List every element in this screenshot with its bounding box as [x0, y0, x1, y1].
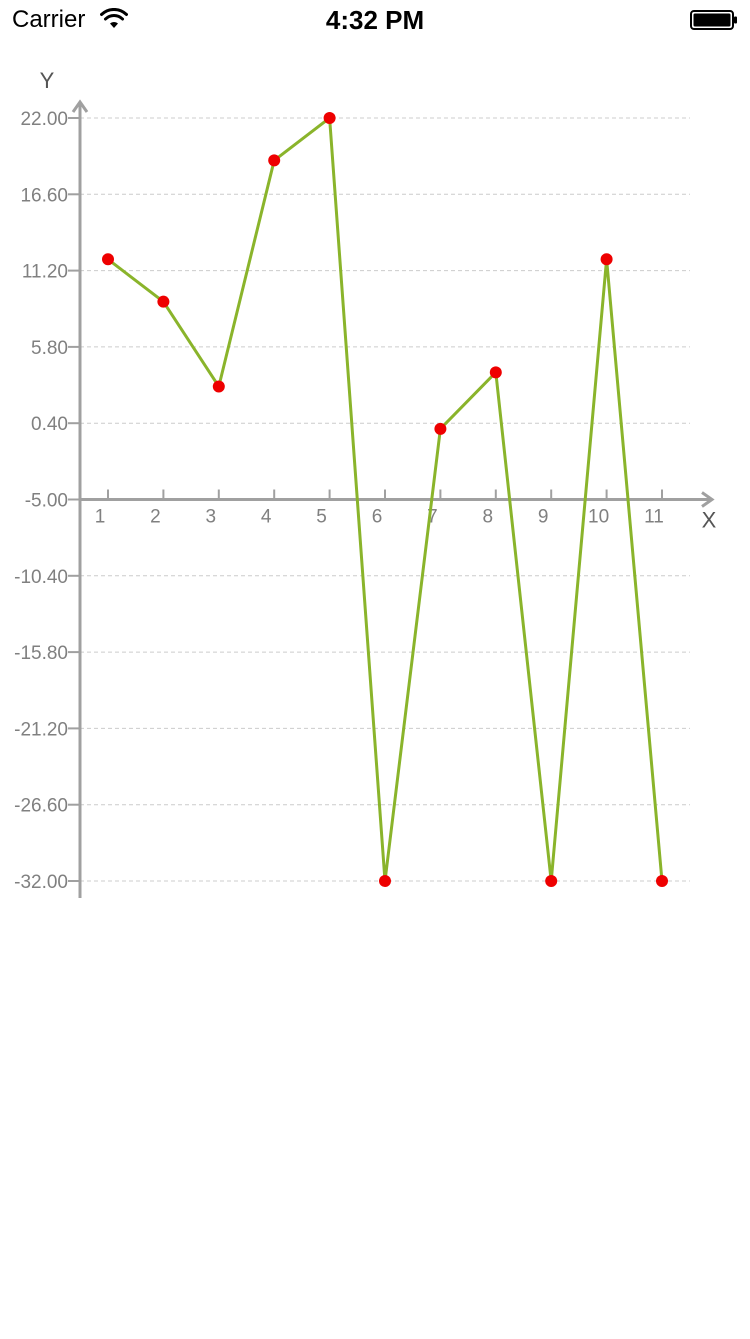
data-point	[379, 875, 391, 887]
data-point	[102, 253, 114, 266]
y-axis-label: Y	[40, 68, 55, 93]
x-tick-label: 1	[95, 507, 106, 528]
data-point	[489, 366, 502, 379]
data-point	[268, 154, 281, 167]
axes	[68, 99, 715, 898]
y-tick-label: -5.00	[25, 491, 68, 512]
y-tick-label: 22.00	[20, 109, 68, 130]
x-tick-label: 3	[206, 507, 217, 528]
data-point	[157, 295, 170, 308]
x-tick-label: 6	[372, 507, 383, 528]
y-tick-label: -21.20	[14, 719, 68, 740]
wifi-icon	[100, 8, 128, 28]
x-axis-arrow	[701, 491, 715, 508]
data-point	[212, 380, 225, 393]
y-tick-label: 0.40	[31, 414, 68, 435]
x-tick-label: 5	[316, 507, 327, 528]
status-bar: Carrier 4:32 PM	[0, 0, 750, 40]
x-tick-label: 11	[644, 507, 664, 528]
data-point	[323, 112, 336, 124]
data-point	[600, 253, 613, 266]
x-tick-label: 7	[427, 507, 438, 528]
y-tick-label: 11.20	[22, 262, 68, 283]
data-point	[656, 875, 668, 887]
y-tick-label: 16.60	[20, 185, 68, 206]
data-point	[434, 422, 447, 435]
y-tick-label: -15.80	[14, 643, 68, 664]
y-tick-label: 5.80	[31, 338, 68, 359]
x-tick-label: 2	[150, 507, 161, 528]
x-tick-label: 8	[483, 507, 494, 528]
tick-labels: 22.00 16.60 11.20 5.80 0.40 -5.00 -10.40 -15.80…	[14, 68, 717, 893]
status-time: 4:32 PM	[325, 5, 425, 35]
y-axis-arrow	[71, 99, 89, 113]
battery-icon	[690, 10, 737, 30]
data-point	[545, 875, 558, 887]
x-tick-label: 4	[261, 507, 272, 528]
y-tick-label: -26.60	[14, 796, 68, 817]
x-axis-label: X	[702, 508, 717, 533]
x-tick-label: 9	[538, 507, 549, 528]
y-tick-label: -32.00	[14, 872, 68, 893]
y-tick-label: -10.40	[14, 567, 68, 588]
x-tick-label: 10	[588, 507, 609, 528]
data-points	[102, 112, 668, 887]
carrier-label: Carrier	[12, 6, 86, 33]
